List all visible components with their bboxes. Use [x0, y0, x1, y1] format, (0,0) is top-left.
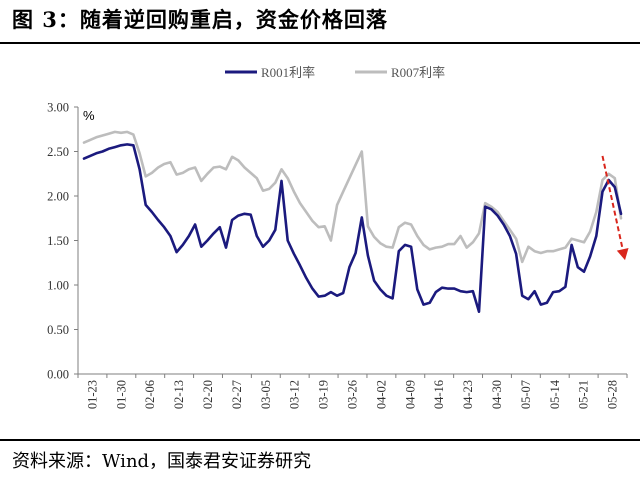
x-tick-label: 01-23	[85, 380, 99, 409]
x-tick-label: 02-13	[172, 380, 186, 409]
x-tick-label: 04-02	[374, 380, 388, 409]
trend-arrow-head	[616, 248, 629, 261]
x-tick-label: 02-20	[201, 380, 215, 409]
chart-axes: 0.00 0.50 1.00 1.50 2.00 2.50 3.00 01-23 01-30 02…	[47, 101, 628, 409]
y-tick-label: 0.50	[47, 323, 69, 337]
x-tick-label: 03-19	[317, 380, 331, 409]
x-tick-label: 03-26	[346, 380, 360, 409]
chart-legend: R001利率 R007利率	[225, 65, 445, 80]
x-tick-label: 01-30	[114, 380, 128, 409]
y-tick-label: 2.00	[47, 190, 69, 204]
x-tick-label: 04-30	[490, 380, 504, 409]
x-tick-label: 02-06	[143, 380, 157, 409]
annotation-layer	[601, 155, 629, 261]
x-tick-label: 05-21	[577, 380, 591, 409]
x-tick-label: 04-16	[432, 380, 446, 409]
x-tick-label: 05-14	[548, 379, 562, 409]
x-tick-label: 05-07	[519, 380, 533, 409]
x-tick-label: 02-27	[230, 380, 244, 409]
x-tick-label: 04-09	[403, 380, 417, 409]
y-tick-label: 1.50	[47, 234, 69, 248]
series-line-r001	[82, 143, 623, 313]
y-tick-label: 1.00	[47, 279, 69, 293]
x-tick-label: 05-28	[606, 380, 620, 409]
series-line-r007	[82, 130, 623, 264]
source-note: 资料来源：Wind，国泰君安证券研究	[12, 451, 312, 472]
legend-label: R001利率	[261, 65, 315, 80]
source-divider	[0, 439, 640, 441]
title-divider	[0, 42, 640, 44]
x-tick-label: 04-23	[461, 380, 475, 409]
y-tick-label: 3.00	[47, 101, 69, 115]
figure-title: 图 3：随着逆回购重启，资金价格回落	[12, 7, 388, 32]
legend-label: R007利率	[391, 65, 445, 80]
rate-line-chart: R001利率 R007利率 % 0.00 0.50 1.00 1.50 2.00 2.50 3…	[47, 65, 629, 409]
x-tick-label: 03-05	[259, 380, 273, 409]
series-layer	[82, 130, 623, 313]
y-tick-label: 0.00	[47, 368, 69, 382]
y-tick-label: 2.50	[47, 145, 69, 159]
y-axis-unit-label: %	[83, 108, 95, 123]
x-tick-label: 03-12	[288, 380, 302, 409]
